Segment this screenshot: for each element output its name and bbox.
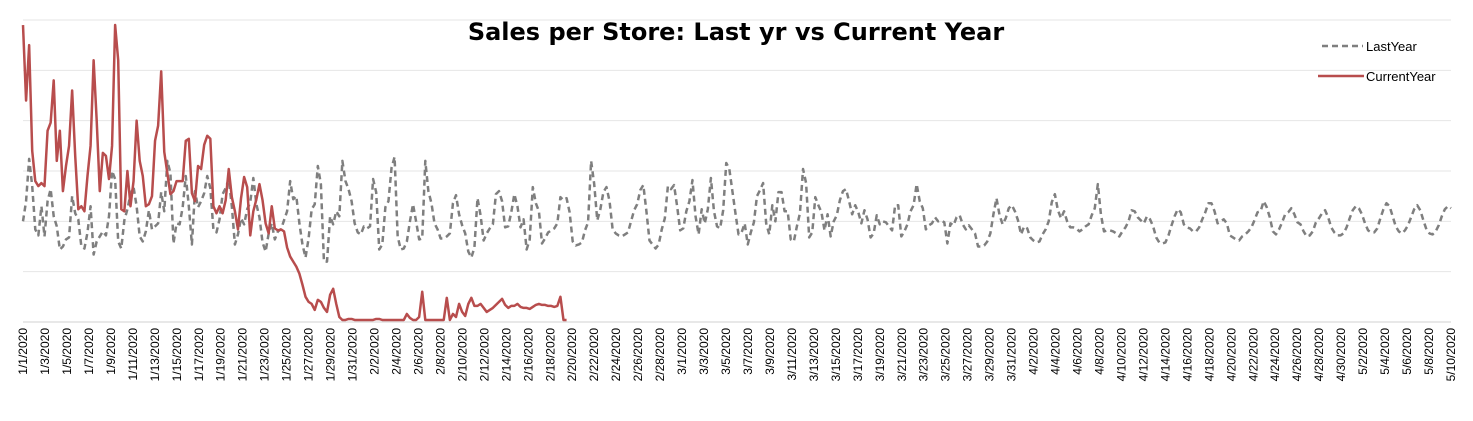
x-tick-label: 5/10/2020 — [1444, 328, 1458, 382]
x-tick-label: 3/9/2020 — [763, 328, 777, 375]
x-tick-label: 1/19/2020 — [214, 328, 228, 382]
x-tick-label: 4/2/2020 — [1027, 328, 1041, 375]
x-tick-label: 4/14/2020 — [1158, 328, 1172, 382]
x-tick-label: 3/1/2020 — [675, 328, 689, 375]
series-lines — [21, 23, 1452, 322]
x-tick-label: 1/31/2020 — [346, 328, 360, 382]
x-tick-label: 1/27/2020 — [302, 328, 316, 382]
x-tick-label: 1/25/2020 — [280, 328, 294, 382]
x-tick-label: 4/26/2020 — [1290, 328, 1304, 382]
x-tick-label: 3/29/2020 — [983, 328, 997, 382]
x-tick-label: 4/20/2020 — [1224, 328, 1238, 382]
x-tick-label: 1/17/2020 — [192, 328, 206, 382]
x-tick-label: 4/22/2020 — [1246, 328, 1260, 382]
x-tick-label: 1/7/2020 — [82, 328, 96, 375]
x-tick-label: 3/19/2020 — [873, 328, 887, 382]
x-tick-label: 1/11/2020 — [126, 328, 140, 381]
x-tick-label: 3/27/2020 — [961, 328, 975, 382]
x-tick-label: 3/23/2020 — [917, 328, 931, 382]
x-tick-label: 2/22/2020 — [587, 328, 601, 382]
x-tick-label: 5/8/2020 — [1422, 328, 1436, 375]
x-tick-label: 3/21/2020 — [895, 328, 909, 382]
x-tick-label: 1/13/2020 — [148, 328, 162, 382]
x-tick-label: 2/18/2020 — [543, 328, 557, 382]
x-tick-label: 4/10/2020 — [1115, 328, 1129, 382]
x-tick-label: 4/4/2020 — [1049, 328, 1063, 375]
series-line-currentyear — [21, 23, 567, 322]
x-tick-label: 1/29/2020 — [324, 328, 338, 382]
gridlines — [23, 19, 1451, 273]
x-tick-label: 2/26/2020 — [631, 328, 645, 382]
legend: LastYear CurrentYear — [1318, 39, 1436, 84]
x-tick-label: 1/23/2020 — [258, 328, 272, 382]
x-tick-label: 1/5/2020 — [60, 328, 74, 375]
x-tick-label: 2/16/2020 — [521, 328, 535, 382]
x-tick-label: 1/1/2020 — [16, 328, 30, 375]
x-tick-label: 2/12/2020 — [477, 328, 491, 382]
x-tick-label: 1/3/2020 — [38, 328, 52, 375]
x-tick-label: 5/2/2020 — [1356, 328, 1370, 375]
x-tick-label: 2/14/2020 — [499, 328, 513, 382]
x-tick-label: 2/24/2020 — [609, 328, 623, 382]
x-tick-label: 2/28/2020 — [653, 328, 667, 382]
x-tick-label: 4/28/2020 — [1312, 328, 1326, 382]
x-tick-label: 4/30/2020 — [1334, 328, 1348, 382]
legend-label-currentyear: CurrentYear — [1366, 69, 1436, 84]
x-tick-label: 2/6/2020 — [411, 328, 425, 375]
x-tick-label: 3/13/2020 — [807, 328, 821, 382]
x-tick-label: 3/17/2020 — [851, 328, 865, 382]
x-tick-label: 2/8/2020 — [433, 328, 447, 375]
x-tick-label: 4/16/2020 — [1180, 328, 1194, 382]
x-tick-label: 5/6/2020 — [1400, 328, 1414, 375]
x-tick-label: 1/9/2020 — [104, 328, 118, 375]
x-tick-label: 2/2/2020 — [368, 328, 382, 375]
x-tick-label: 3/3/2020 — [697, 328, 711, 375]
x-tick-label: 3/31/2020 — [1005, 328, 1019, 382]
x-tick-label: 3/5/2020 — [719, 328, 733, 375]
x-tick-label: 1/15/2020 — [170, 328, 184, 382]
series-line-lastyear — [21, 155, 1452, 263]
x-tick-label: 2/10/2020 — [455, 328, 469, 382]
x-tick-label: 3/11/2020 — [785, 328, 799, 381]
x-tick-label: 4/12/2020 — [1136, 328, 1150, 382]
x-tick-label: 4/24/2020 — [1268, 328, 1282, 382]
x-tick-label: 3/15/2020 — [829, 328, 843, 382]
x-tick-label: 1/21/2020 — [236, 328, 250, 382]
x-tick-label: 3/25/2020 — [939, 328, 953, 382]
x-tick-labels: 1/1/2020 1/3/2020 1/5/2020 1/7/2020 1/9/2020… — [16, 328, 1458, 382]
x-tick-label: 2/20/2020 — [565, 328, 579, 382]
x-tick-label: 5/4/2020 — [1378, 328, 1392, 375]
legend-label-lastyear: LastYear — [1366, 39, 1418, 54]
x-tick-label: 3/7/2020 — [741, 328, 755, 375]
x-tick-label: 4/6/2020 — [1071, 328, 1085, 375]
x-tick-label: 4/8/2020 — [1093, 328, 1107, 375]
chart-title: Sales per Store: Last yr vs Current Year — [468, 18, 1005, 46]
x-tick-label: 2/4/2020 — [390, 328, 404, 375]
x-tick-label: 4/18/2020 — [1202, 328, 1216, 382]
